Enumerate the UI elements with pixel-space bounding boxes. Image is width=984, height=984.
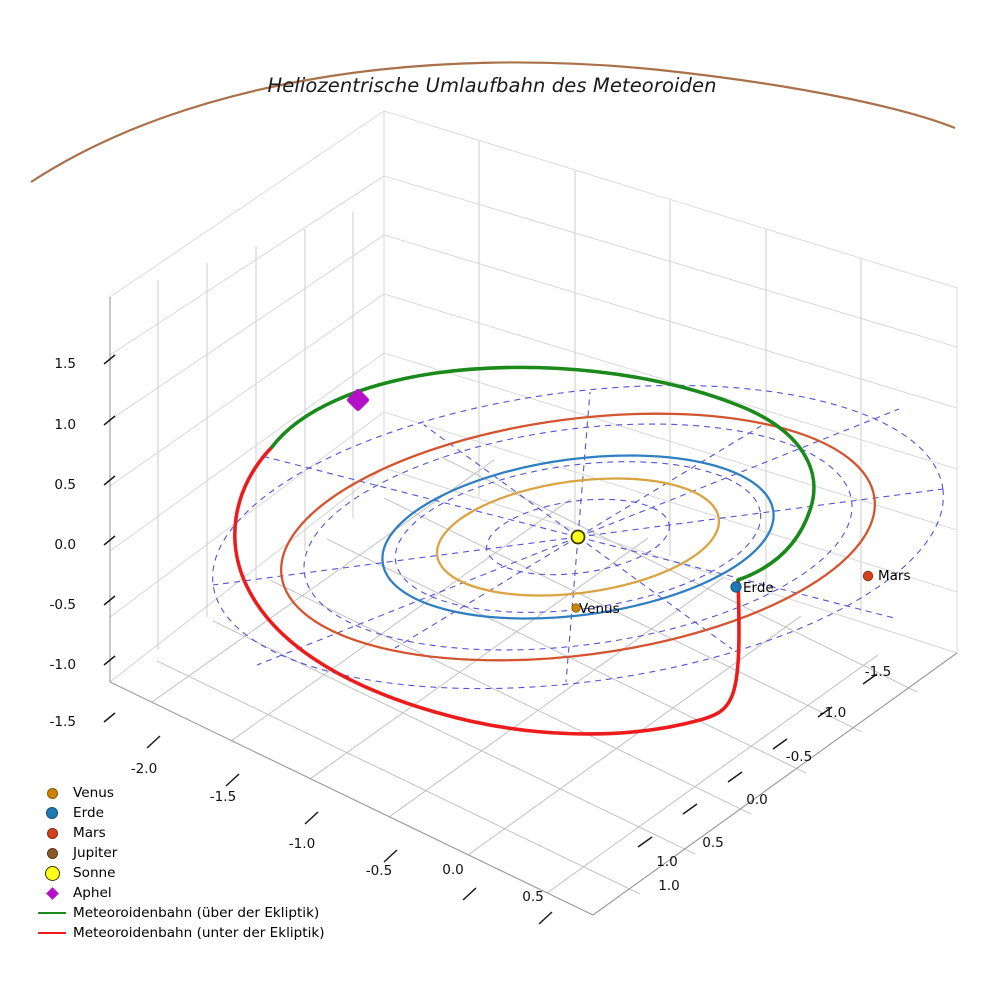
y-tick-label: 0.0 bbox=[746, 792, 768, 808]
z-tick-label: 0.0 bbox=[54, 537, 76, 553]
legend-label: Erde bbox=[73, 805, 104, 821]
orbit-jupiter bbox=[30, 61, 956, 183]
legend-label: Venus bbox=[73, 785, 114, 801]
z-tick-label: 0.5 bbox=[54, 477, 76, 493]
legend-item-orbit-above[interactable]: Meteoroidenbahn (über der Ekliptik) bbox=[34, 903, 334, 923]
z-tick-label: -1.5 bbox=[49, 714, 76, 730]
marker-mars bbox=[862, 570, 874, 582]
marker-erde bbox=[730, 581, 742, 593]
label-mars: Mars bbox=[878, 568, 911, 584]
legend-label: Jupiter bbox=[73, 845, 118, 861]
axis-spines bbox=[109, 297, 958, 916]
y-tick-label: -1.5 bbox=[864, 664, 892, 680]
legend-item-erde[interactable]: Erde bbox=[34, 803, 334, 823]
venus-marker-icon bbox=[34, 783, 70, 803]
jupiter-marker-icon bbox=[34, 843, 70, 863]
page-title: Heliozentrische Umlaufbahn des Meteoroid… bbox=[267, 74, 717, 97]
legend-item-jupiter[interactable]: Jupiter bbox=[34, 843, 334, 863]
marker-sonne bbox=[570, 529, 586, 545]
label-venus: Venus bbox=[579, 601, 620, 617]
z-tick-label: -0.5 bbox=[49, 597, 76, 613]
legend-label: Meteoroidenbahn (über der Ekliptik) bbox=[73, 905, 320, 921]
orbit-above-line-icon bbox=[34, 903, 70, 923]
legend-label: Mars bbox=[73, 825, 106, 841]
x-tick-label: 1.0 bbox=[656, 854, 678, 870]
legend-item-venus[interactable]: Venus bbox=[34, 783, 334, 803]
z-tick-label: -1.0 bbox=[49, 657, 76, 673]
legend-item-aphel[interactable]: Aphel bbox=[34, 883, 334, 903]
y-tick-label: 1.0 bbox=[658, 878, 680, 894]
legend-item-mars[interactable]: Mars bbox=[34, 823, 334, 843]
aphel-marker-icon bbox=[34, 883, 70, 903]
x-tick-label: -2.0 bbox=[130, 761, 158, 777]
legend: Venus Erde Mars Jupiter Sonne bbox=[34, 783, 334, 943]
meteoroid-orbit-above bbox=[270, 365, 816, 582]
legend-label: Aphel bbox=[73, 885, 112, 901]
x-tick-label: -1.5 bbox=[209, 789, 237, 805]
orbit-erde bbox=[381, 454, 775, 620]
x-tick-label: 0.0 bbox=[442, 862, 464, 878]
orbit-mars bbox=[280, 412, 876, 662]
x-tick-label: -1.0 bbox=[288, 836, 316, 852]
orbit-below-line-icon bbox=[34, 923, 70, 943]
x-tick-label: -0.5 bbox=[365, 863, 393, 879]
x-tick-label: 0.5 bbox=[522, 889, 544, 905]
legend-label: Sonne bbox=[73, 865, 116, 881]
marker-venus bbox=[571, 603, 581, 613]
z-tick-label: 1.5 bbox=[54, 356, 76, 372]
mars-marker-icon bbox=[34, 823, 70, 843]
y-tick-label: -0.5 bbox=[785, 749, 813, 765]
sonne-marker-icon bbox=[34, 863, 70, 883]
legend-item-sonne[interactable]: Sonne bbox=[34, 863, 334, 883]
legend-item-orbit-below[interactable]: Meteoroidenbahn (unter der Ekliptik) bbox=[34, 923, 334, 943]
y-tick-label: 0.5 bbox=[702, 835, 724, 851]
orbit-venus bbox=[435, 477, 721, 597]
legend-label: Meteoroidenbahn (unter der Ekliptik) bbox=[73, 925, 325, 941]
meteoroid-orbit-below bbox=[233, 445, 741, 736]
marker-aphel bbox=[347, 389, 369, 411]
label-erde: Erde bbox=[743, 580, 774, 596]
erde-marker-icon bbox=[34, 803, 70, 823]
body-markers bbox=[347, 389, 874, 613]
z-tick-label: 1.0 bbox=[54, 417, 76, 433]
y-tick-label: -1.0 bbox=[819, 705, 847, 721]
axis-ticks bbox=[103, 354, 878, 925]
